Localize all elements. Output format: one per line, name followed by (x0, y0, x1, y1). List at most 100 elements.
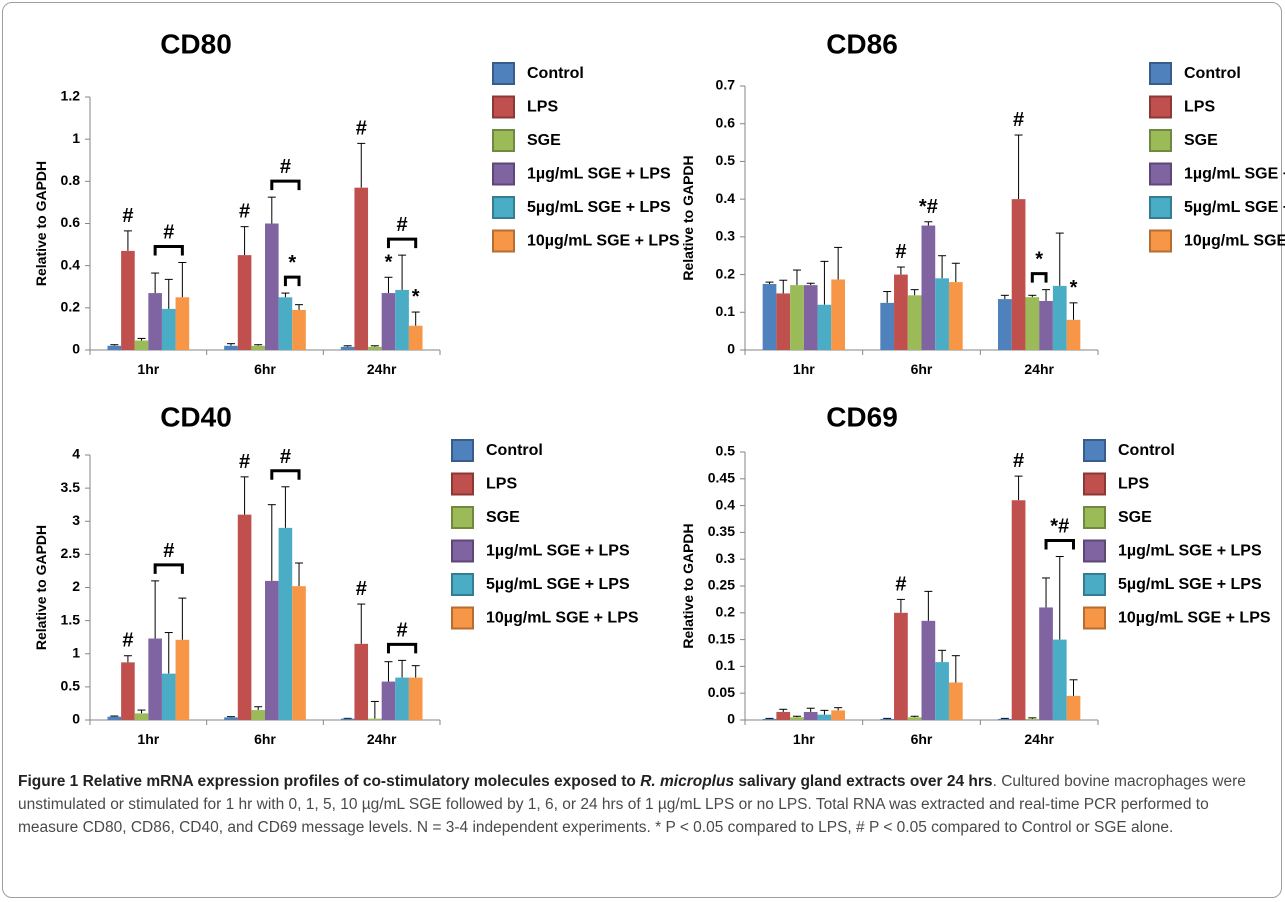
y-tick-label: 0.5 (61, 678, 81, 694)
legend-swatch (451, 573, 474, 596)
legend-swatch (1149, 129, 1172, 152)
legend-swatch (1149, 229, 1172, 253)
bar-10-g-ml-sge-lps (175, 639, 190, 720)
legend-swatch (1083, 573, 1106, 596)
legend-label: 1µg/mL SGE + LPS (1184, 166, 1285, 183)
legend-label: 5µg/mL SGE + LPS (527, 199, 671, 216)
significance-mark: # (239, 201, 250, 223)
bar-sge (368, 718, 382, 720)
legend-swatch (492, 162, 515, 186)
bar-sge (1025, 718, 1040, 720)
bar-control (762, 284, 777, 350)
y-tick-label: 0.5 (716, 152, 736, 168)
legend-label: SGE (486, 509, 520, 526)
bar-10-g-ml-sge-lps (408, 325, 423, 350)
bar-lps (894, 612, 908, 720)
y-tick-label: 0.3 (716, 550, 736, 566)
y-tick-label: 0.7 (716, 77, 736, 93)
bar-5-g-ml-sge-lps (395, 677, 409, 720)
caption-period: . (992, 773, 997, 790)
significance-mark: * (1070, 277, 1078, 299)
y-tick-label: 1 (72, 644, 80, 660)
significance-bracket (270, 179, 301, 191)
significance-bracket (1044, 539, 1075, 550)
y-axis-label: Relative to GAPDH (33, 161, 49, 286)
legend: Control LPS SGE 1µg/mL SGE + LPS 5µg/mL SGE … (451, 439, 639, 630)
y-tick-label: 4 (72, 446, 80, 462)
legend-label: LPS (486, 476, 517, 493)
y-tick-label: 0.5 (716, 443, 736, 459)
significance-mark: # (163, 540, 174, 562)
bar-10-g-ml-sge-lps (831, 279, 846, 350)
bar-1-g-ml-sge-lps (381, 681, 396, 720)
bar-1-g-ml-sge-lps (921, 225, 936, 350)
significance-mark: # (280, 446, 291, 468)
legend-swatch (492, 62, 515, 85)
legend-label: 10µg/mL SGE + LPS (486, 610, 639, 627)
bar-10-g-ml-sge-lps (175, 297, 190, 350)
bar-sge (251, 345, 265, 350)
figure-charts: CD80 Relative to GAPDH 0 0.2 0.4 0.6 0.8 1 1.2 1h… (33, 28, 1285, 747)
y-tick-label: 2 (72, 578, 80, 594)
chart-cd80: CD80 Relative to GAPDH 0 0.2 0.4 0.6 0.8 1 1.2 1h… (33, 28, 680, 377)
significance-bracket (386, 237, 418, 249)
bar-5-g-ml-sge-lps (1052, 639, 1067, 720)
significance-mark: * (1035, 249, 1043, 271)
chart-title: CD80 (160, 28, 232, 59)
y-tick-label: 0 (727, 341, 735, 357)
legend-swatch (1083, 439, 1106, 462)
caption-title-species: R. microplus (640, 773, 735, 790)
bar-control (107, 716, 122, 720)
y-tick-label: 0.05 (708, 684, 735, 700)
figure-caption: Figure 1 Relative mRNA expression profil… (18, 770, 1268, 839)
chart-title: CD86 (826, 28, 898, 59)
bar-5-g-ml-sge-lps (278, 527, 293, 720)
y-tick-label: 0.6 (716, 114, 736, 130)
y-tick-label: 0.8 (61, 172, 81, 188)
bar-sge (907, 717, 922, 720)
x-tick-label: 6hr (254, 731, 276, 747)
bar-10-g-ml-sge-lps (292, 309, 306, 350)
legend-swatch (1083, 506, 1106, 529)
bar-sge (1025, 297, 1040, 350)
significance-bracket (1030, 272, 1048, 283)
y-tick-label: 0 (72, 711, 80, 727)
legend-label: Control (527, 65, 584, 82)
legend-label: LPS (1118, 476, 1149, 493)
x-tick-label: 1hr (793, 361, 815, 377)
y-tick-label: 3.5 (61, 479, 81, 495)
bar-control (997, 299, 1012, 350)
bar-10-g-ml-sge-lps (1066, 319, 1081, 350)
significance-mark: # (122, 205, 133, 227)
legend-label: 1µg/mL SGE + LPS (1118, 543, 1262, 560)
y-axis-label: Relative to GAPDH (33, 525, 49, 650)
y-tick-label: 0.35 (708, 523, 735, 539)
bar-control (880, 302, 895, 350)
bar-5-g-ml-sge-lps (161, 673, 176, 720)
bar-10-g-ml-sge-lps (831, 710, 846, 720)
significance-bracket (153, 245, 184, 256)
y-tick-label: 0.2 (716, 604, 736, 620)
legend-swatch (1149, 162, 1172, 186)
bar-10-g-ml-sge-lps (292, 586, 306, 720)
significance-mark: # (397, 214, 408, 236)
bar-lps (776, 711, 791, 720)
legend-label: LPS (527, 99, 558, 116)
x-tick-label: 1hr (137, 361, 159, 377)
bar-lps (354, 187, 369, 350)
bar-5-g-ml-sge-lps (278, 297, 293, 350)
bar-1-g-ml-sge-lps (803, 285, 818, 350)
bar-lps (237, 255, 252, 350)
significance-mark: # (356, 117, 367, 139)
bar-5-g-ml-sge-lps (935, 278, 949, 350)
x-tick-label: 24hr (367, 731, 397, 747)
bar-control (340, 718, 355, 720)
legend-label: 10µg/mL SGE + LPS (527, 233, 680, 250)
bar-5-g-ml-sge-lps (817, 714, 832, 720)
legend-label: SGE (1118, 509, 1152, 526)
bar-control (224, 717, 238, 720)
bar-10-g-ml-sge-lps (948, 682, 963, 720)
legend-swatch (492, 129, 515, 152)
legend-label: 5µg/mL SGE + LPS (1118, 576, 1262, 593)
y-tick-label: 1 (72, 130, 80, 146)
